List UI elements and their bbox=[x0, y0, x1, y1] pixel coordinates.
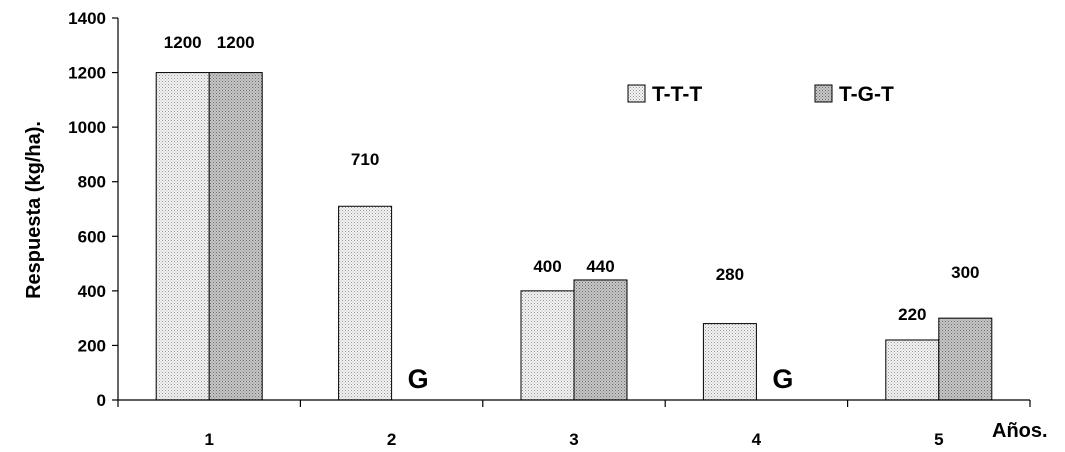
data-label: 300 bbox=[951, 263, 979, 282]
y-axis-ticks: 0 200 400 600 800 1000 1200 1400 bbox=[68, 9, 118, 410]
y-axis-title: Respuesta (kg/ha). bbox=[23, 121, 45, 299]
annotation-label: G bbox=[772, 364, 793, 394]
legend-swatch-t-g-t bbox=[814, 84, 833, 103]
legend: T-T-T T-G-T bbox=[627, 83, 894, 106]
y-tick-label: 0 bbox=[97, 391, 106, 410]
bar-t-t-t-1 bbox=[155, 72, 210, 401]
bar-t-t-t-5 bbox=[885, 339, 940, 401]
x-tick-label: 5 bbox=[934, 430, 943, 449]
bar-t-t-t-3 bbox=[520, 290, 575, 401]
x-tick-label: 4 bbox=[752, 430, 762, 449]
bar-t-g-t-3 bbox=[573, 279, 628, 401]
bar-t-t-t-4 bbox=[702, 323, 757, 401]
x-axis-title: Años. bbox=[992, 420, 1048, 442]
data-labels-layer: 1200 710 400 280 220 1200 440 300 bbox=[164, 33, 980, 324]
data-label: 280 bbox=[716, 265, 744, 284]
y-tick-label: 1000 bbox=[68, 118, 106, 137]
data-label: 400 bbox=[533, 257, 561, 276]
annotation-label: G bbox=[408, 364, 429, 394]
data-label: 1200 bbox=[164, 33, 202, 52]
data-label: 440 bbox=[586, 257, 614, 276]
y-tick-label: 400 bbox=[78, 282, 106, 301]
y-tick-label: 1200 bbox=[68, 64, 106, 83]
bar-t-t-t-2 bbox=[338, 205, 393, 401]
legend-swatch-t-t-t bbox=[627, 84, 646, 103]
x-tick-label: 3 bbox=[569, 430, 578, 449]
y-tick-label: 1400 bbox=[68, 9, 106, 28]
y-tick-label: 800 bbox=[78, 173, 106, 192]
bar-t-g-t-1 bbox=[208, 72, 263, 401]
data-label: 220 bbox=[898, 305, 926, 324]
bar-t-g-t-5 bbox=[938, 317, 993, 401]
x-axis-ticks: 1 2 3 4 5 bbox=[117, 400, 1031, 449]
y-tick-label: 600 bbox=[78, 227, 106, 246]
data-label: 1200 bbox=[217, 33, 255, 52]
legend-label-t-t-t: T-T-T bbox=[652, 83, 702, 106]
x-tick-label: 1 bbox=[204, 430, 213, 449]
legend-label-t-g-t: T-G-T bbox=[839, 83, 894, 106]
data-label: 710 bbox=[351, 150, 379, 169]
bars-layer bbox=[155, 72, 993, 401]
y-tick-label: 200 bbox=[78, 336, 106, 355]
x-tick-label: 2 bbox=[387, 430, 396, 449]
